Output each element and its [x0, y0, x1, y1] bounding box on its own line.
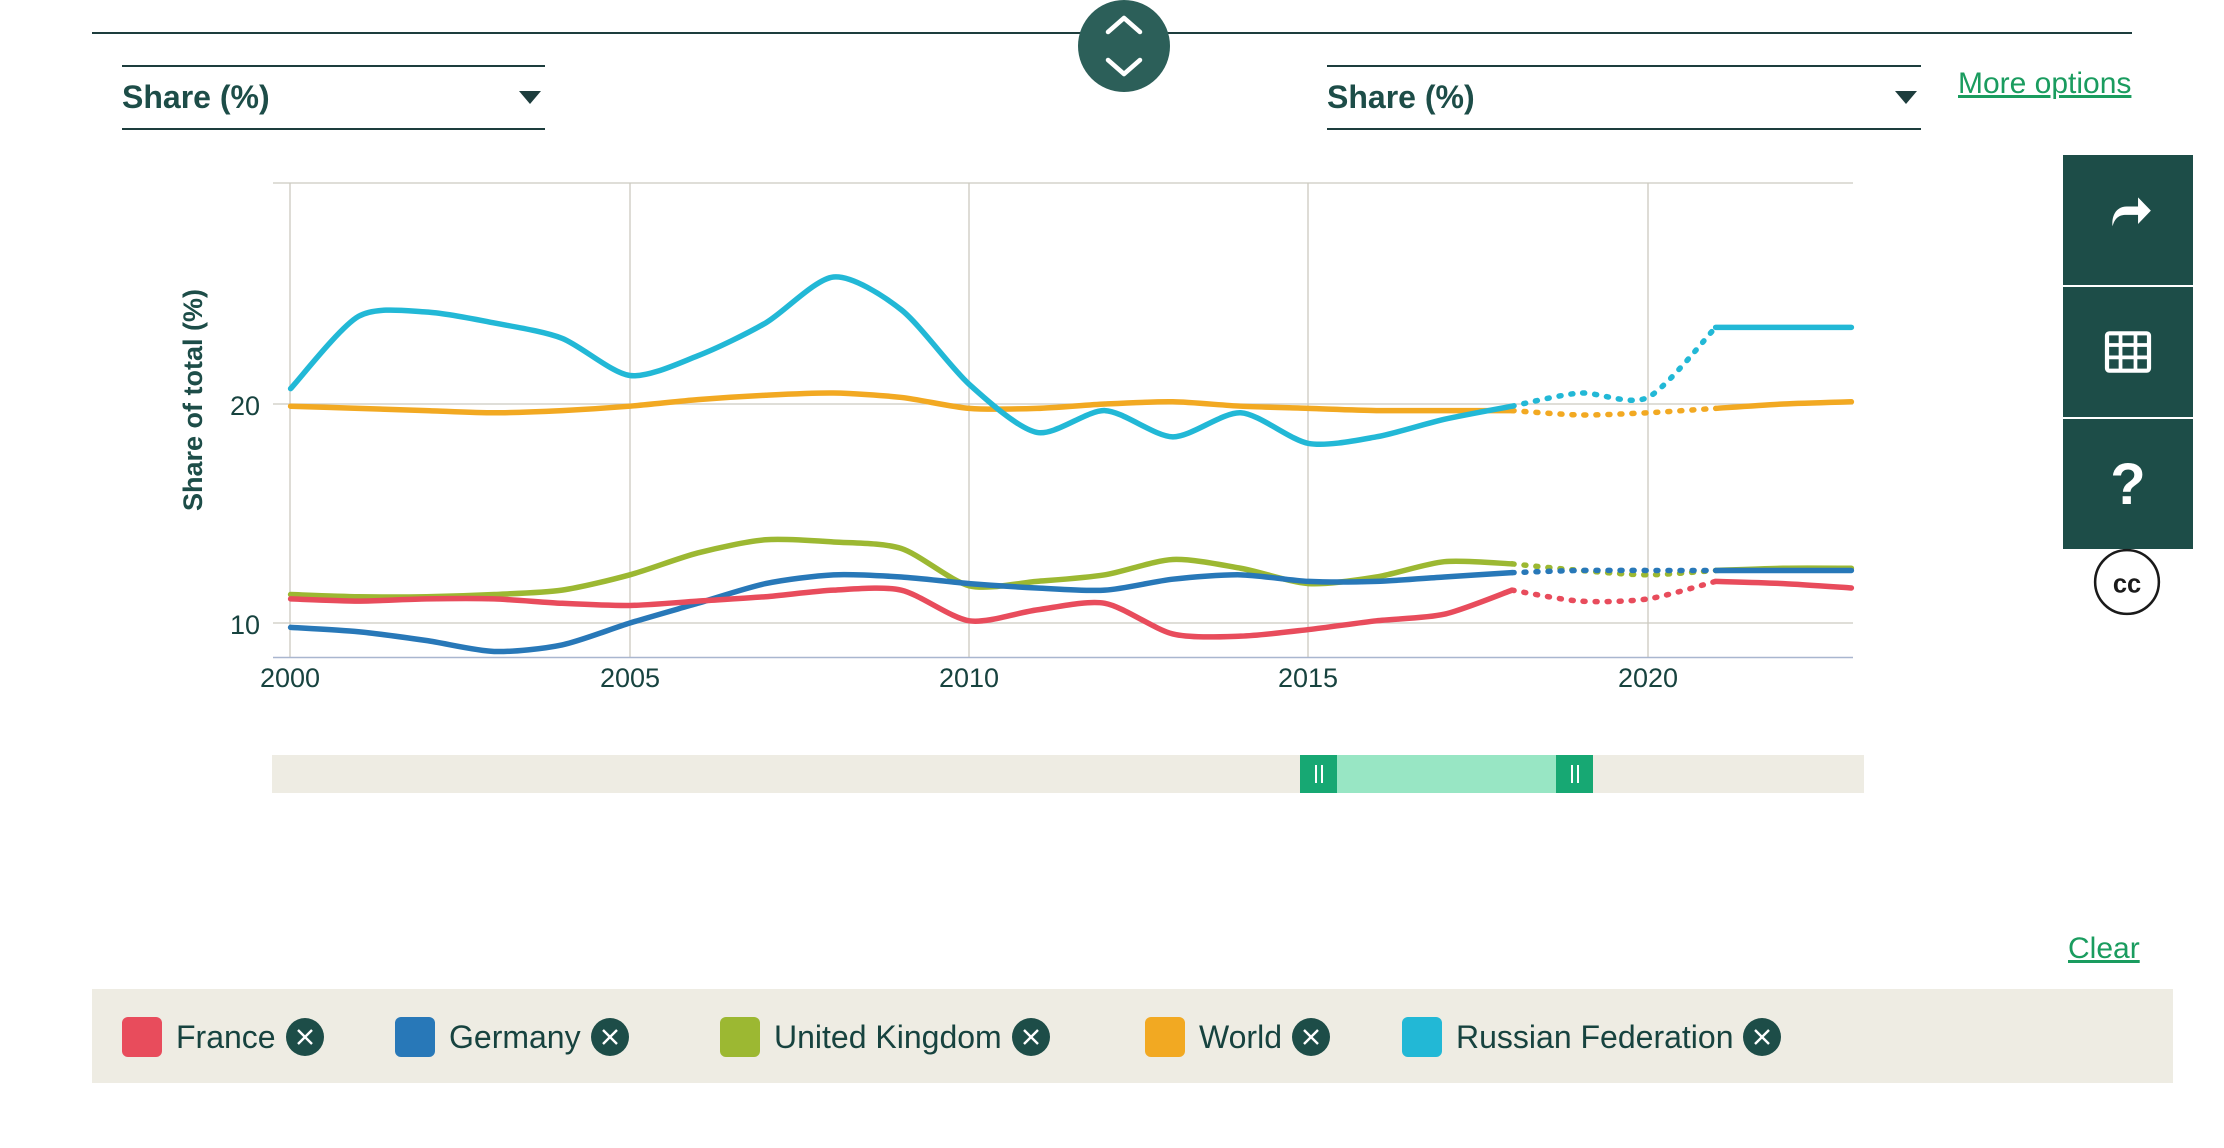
svg-text:cc: cc	[2113, 571, 2141, 599]
